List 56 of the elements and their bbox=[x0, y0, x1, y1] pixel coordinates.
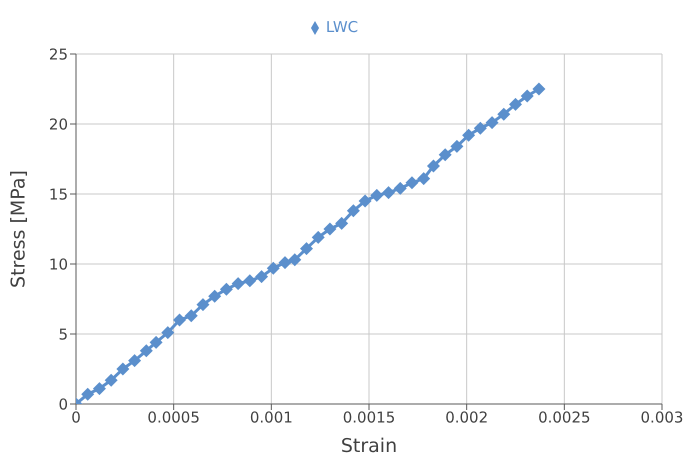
y-tick-label: 10 bbox=[48, 255, 68, 274]
point bbox=[509, 98, 522, 111]
point bbox=[243, 274, 256, 288]
point bbox=[128, 354, 142, 368]
y-tick-label: 25 bbox=[48, 45, 68, 64]
point bbox=[278, 256, 292, 270]
legend-label: LWC bbox=[326, 18, 358, 36]
x-tick-label: 0.0005 bbox=[147, 408, 200, 427]
point bbox=[255, 270, 268, 284]
point bbox=[335, 216, 348, 230]
point bbox=[266, 262, 280, 275]
x-tick-label: 0 bbox=[71, 408, 81, 427]
point bbox=[426, 160, 440, 172]
point bbox=[92, 382, 106, 396]
x-tick-label: 0.003 bbox=[640, 408, 684, 427]
point bbox=[300, 242, 313, 256]
x-tick-label: 0.001 bbox=[250, 408, 293, 427]
point bbox=[208, 290, 222, 303]
point bbox=[474, 122, 487, 135]
point bbox=[462, 128, 476, 142]
point bbox=[288, 253, 302, 266]
point bbox=[394, 182, 407, 195]
point bbox=[450, 140, 464, 153]
point bbox=[150, 336, 163, 349]
point bbox=[532, 82, 546, 96]
x-axis-title: Strain bbox=[340, 435, 398, 457]
point bbox=[486, 116, 499, 130]
point bbox=[405, 176, 418, 190]
point bbox=[497, 108, 510, 121]
y-tick-label: 5 bbox=[58, 325, 68, 344]
y-tick-label: 15 bbox=[48, 185, 68, 204]
point bbox=[116, 362, 130, 376]
point bbox=[161, 326, 174, 340]
y-axis-title: Stress [MPa] bbox=[8, 170, 30, 288]
point bbox=[417, 172, 430, 186]
point bbox=[370, 188, 384, 202]
point bbox=[382, 186, 396, 200]
point bbox=[346, 204, 360, 218]
y-tick-label: 20 bbox=[48, 115, 68, 134]
x-tick-label: 0.002 bbox=[445, 408, 488, 427]
point bbox=[196, 298, 210, 312]
point bbox=[81, 388, 94, 401]
y-tick-label: 0 bbox=[58, 395, 68, 414]
point bbox=[438, 148, 452, 162]
point bbox=[232, 277, 245, 290]
x-tick-label: 0.0025 bbox=[538, 408, 591, 427]
point bbox=[173, 314, 186, 326]
point bbox=[358, 194, 372, 208]
point bbox=[312, 230, 325, 244]
point bbox=[140, 344, 153, 358]
point bbox=[184, 309, 198, 322]
point bbox=[323, 222, 336, 236]
point bbox=[220, 282, 233, 296]
point bbox=[520, 90, 534, 102]
x-tick-label: 0.0015 bbox=[342, 408, 396, 427]
point bbox=[104, 374, 118, 387]
